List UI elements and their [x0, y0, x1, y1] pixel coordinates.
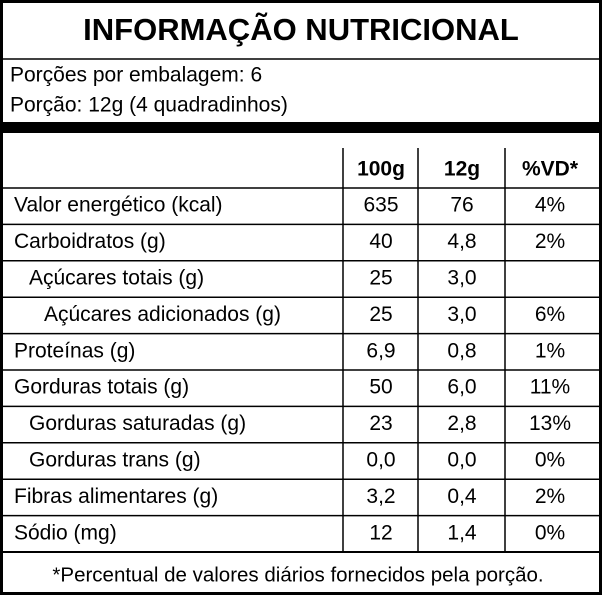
nutrient-label: Açúcares adicionados (g)	[44, 303, 281, 326]
nutrient-value: 2,8	[447, 412, 476, 435]
footnote: *Percentual de valores diários fornecido…	[52, 563, 543, 586]
nutrient-label: Proteínas (g)	[14, 339, 135, 362]
servings-line: Porção: 12g (4 quadradinhos)	[10, 94, 288, 117]
nutrient-label: Gorduras totais (g)	[14, 376, 189, 399]
nutrient-value: 4,8	[447, 230, 476, 253]
nutrient-label: Carboidratos (g)	[14, 230, 166, 253]
nutrient-value: 25	[369, 303, 392, 326]
nutrient-value: 0,0	[447, 449, 476, 472]
nutrient-value: 25	[369, 267, 392, 290]
nutrient-value: 3,0	[447, 303, 476, 326]
nutrient-label: Valor energético (kcal)	[14, 194, 223, 217]
nutrient-value: 1,4	[447, 521, 477, 544]
nutrient-label: Gorduras trans (g)	[29, 449, 201, 472]
nutrient-value: 0,8	[447, 339, 476, 362]
nutrient-value: 13%	[529, 412, 571, 435]
nutrient-value: 40	[369, 230, 392, 253]
servings-line: Porções por embalagem: 6	[10, 64, 262, 87]
nutrient-value: 2%	[535, 485, 565, 508]
nutrient-value: 6%	[535, 303, 565, 326]
nutrient-value: 3,0	[447, 267, 476, 290]
nutrient-value: 50	[369, 376, 392, 399]
nutrient-value: 0,4	[447, 485, 477, 508]
nutrient-value: 76	[450, 194, 473, 217]
title: INFORMAÇÃO NUTRICIONAL	[83, 12, 519, 47]
column-header: %VD*	[522, 158, 579, 181]
nutrient-label: Fibras alimentares (g)	[14, 485, 218, 508]
nutrient-value: 12	[369, 521, 392, 544]
nutrient-value: 1%	[535, 339, 565, 362]
nutrient-value: 2%	[535, 230, 565, 253]
nutrient-value: 6,9	[366, 339, 395, 362]
nutrient-value: 0%	[535, 521, 565, 544]
nutrient-value: 3,2	[366, 485, 395, 508]
nutrient-label: Gorduras saturadas (g)	[29, 412, 246, 435]
column-header: 100g	[357, 158, 405, 181]
nutrient-label: Sódio (mg)	[14, 521, 117, 544]
nutrient-label: Açúcares totais (g)	[29, 267, 204, 290]
nutrient-value: 0%	[535, 449, 565, 472]
nutrient-value: 635	[363, 194, 398, 217]
nutrient-value: 0,0	[366, 449, 395, 472]
nutrient-value: 6,0	[447, 376, 476, 399]
column-header: 12g	[444, 158, 480, 181]
nutrient-value: 4%	[535, 194, 565, 217]
nutrient-value: 23	[369, 412, 392, 435]
nutrient-value: 11%	[530, 376, 570, 399]
thick-bar	[1, 122, 601, 133]
